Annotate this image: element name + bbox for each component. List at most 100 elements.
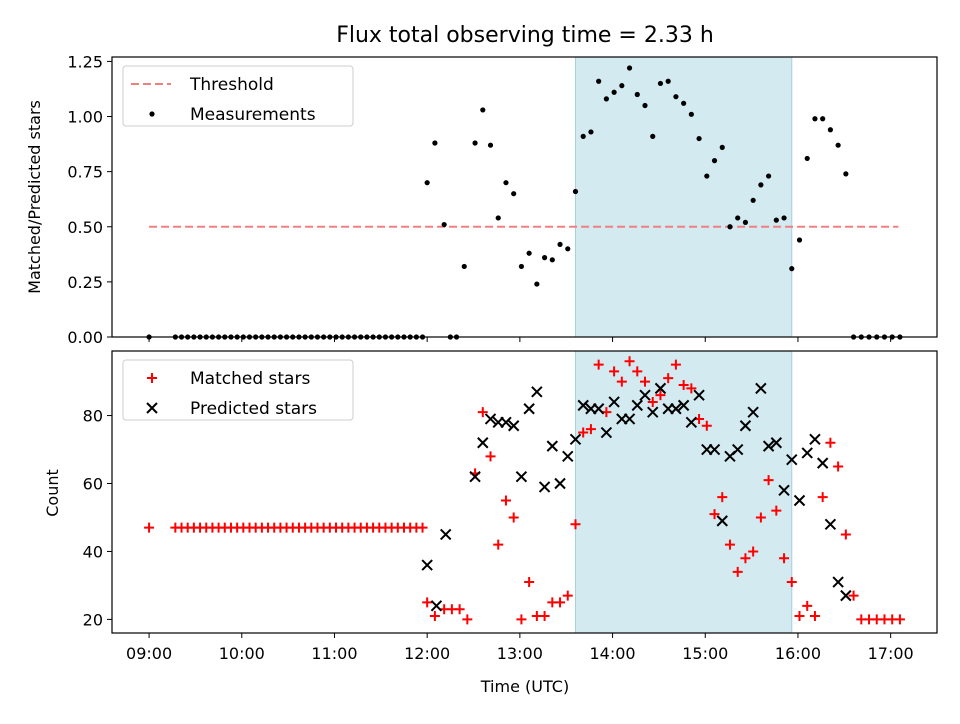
- matched-star-point: [647, 396, 658, 407]
- matched-star-point: [670, 359, 681, 370]
- measurement-point: [711, 158, 718, 164]
- measurement-point: [704, 173, 710, 179]
- top-legend: Threshold Measurements: [122, 65, 354, 127]
- matched-star-point: [485, 451, 496, 462]
- matched-star-point: [817, 492, 828, 503]
- measurement-point: [634, 91, 640, 98]
- measurement-point: [843, 171, 849, 177]
- measurement-point: [650, 133, 656, 139]
- predicted-star-point: [592, 403, 605, 415]
- bottom-legend-box: [122, 359, 354, 421]
- matched-star-point: [809, 611, 820, 622]
- matched-star-point: [593, 359, 604, 370]
- measurement-point: [619, 83, 625, 89]
- matched-star-point: [422, 597, 433, 608]
- predicted-star-point: [716, 515, 728, 527]
- predicted-star-point: [440, 528, 452, 541]
- predicted-star-point: [608, 396, 620, 408]
- matched-star-point: [493, 539, 504, 550]
- matched-star-point: [462, 614, 473, 625]
- predicted-star-point: [654, 382, 667, 395]
- matched-star-point: [840, 529, 851, 540]
- measurement-point: [735, 215, 741, 221]
- predicted-star-point: [507, 420, 520, 432]
- legend-matched-swatch: [147, 373, 157, 383]
- measurement-point: [804, 155, 810, 162]
- x-tick-label: 14:00: [590, 644, 636, 663]
- matched-star-point: [724, 539, 735, 550]
- predicted-star-point: [685, 416, 698, 429]
- measurement-point: [750, 197, 756, 203]
- bottom-y-axis-label: Count: [43, 469, 62, 517]
- predicted-star-point: [631, 399, 643, 412]
- x-tick-label: 11:00: [311, 644, 357, 663]
- measurement-point: [503, 180, 509, 186]
- measurement-point: [603, 96, 609, 102]
- predicted-star-point: [816, 457, 829, 469]
- top-y-tick-label: 1.25: [67, 52, 103, 71]
- measurement-point: [487, 142, 494, 148]
- matched-star-point: [616, 376, 627, 387]
- measurement-point: [480, 107, 486, 113]
- predicted-star-point: [708, 443, 721, 456]
- x-tick-label: 16:00: [775, 644, 821, 663]
- bottom-y-tick-label: 80: [83, 407, 103, 426]
- x-tick-label: 17:00: [868, 644, 914, 663]
- matched-star-point: [771, 505, 782, 516]
- matched-star-point: [786, 577, 797, 588]
- matched-star-point: [894, 614, 905, 625]
- matched-star-point: [802, 600, 813, 611]
- predicted-star-point: [639, 389, 651, 401]
- measurement-point: [549, 257, 555, 263]
- matched-star-point: [477, 407, 488, 418]
- measurement-point: [526, 250, 532, 256]
- matched-star-point: [609, 366, 620, 377]
- measurement-point: [835, 142, 841, 148]
- measurement-point: [796, 237, 803, 243]
- measurement-point: [626, 65, 633, 71]
- top-y-tick-label: 0.50: [67, 218, 103, 237]
- bottom-y-tick-label: 60: [83, 475, 103, 494]
- predicted-star-point: [562, 450, 574, 463]
- matched-star-point: [848, 590, 859, 601]
- legend-measurements-swatch: [149, 111, 155, 117]
- measurement-point: [572, 188, 579, 195]
- chart-title: Flux total observing time = 2.33 h: [336, 23, 714, 48]
- matched-star-point: [508, 512, 519, 523]
- predicted-star-point: [755, 382, 767, 395]
- measurement-point: [673, 94, 679, 100]
- predicted-star-point: [786, 454, 798, 466]
- x-tick-label: 15:00: [682, 644, 728, 663]
- top-y-tick-label: 1.00: [67, 108, 103, 127]
- measurement-point: [681, 100, 687, 106]
- predicted-star-point: [747, 406, 759, 418]
- measurement-point: [719, 144, 725, 150]
- predicted-star-point: [515, 471, 528, 483]
- predicted-star-point: [569, 433, 582, 446]
- measurement-point: [657, 80, 664, 87]
- matched-star-point: [717, 492, 728, 503]
- predicted-star-point: [554, 477, 566, 490]
- matched-star-point: [740, 553, 751, 564]
- measurement-point: [665, 78, 671, 84]
- bottom-series-1: [421, 382, 852, 612]
- measurement-point: [432, 140, 438, 146]
- measurement-point: [696, 135, 702, 142]
- predicted-star-point: [731, 443, 744, 456]
- measurement-point: [518, 263, 525, 270]
- predicted-star-point: [832, 576, 844, 588]
- measurement-point: [642, 102, 648, 109]
- measurement-point: [580, 133, 586, 139]
- measurement-point: [461, 263, 467, 270]
- measurement-point: [773, 217, 779, 223]
- measurement-point: [742, 219, 749, 225]
- measurement-point: [424, 180, 430, 186]
- measurement-point: [472, 140, 478, 146]
- measurement-point: [511, 191, 517, 197]
- matched-star-point: [748, 546, 759, 557]
- matched-star-point: [663, 373, 674, 384]
- predicted-star-point: [477, 437, 489, 449]
- matched-star-point: [500, 495, 511, 506]
- measurement-point: [565, 246, 571, 252]
